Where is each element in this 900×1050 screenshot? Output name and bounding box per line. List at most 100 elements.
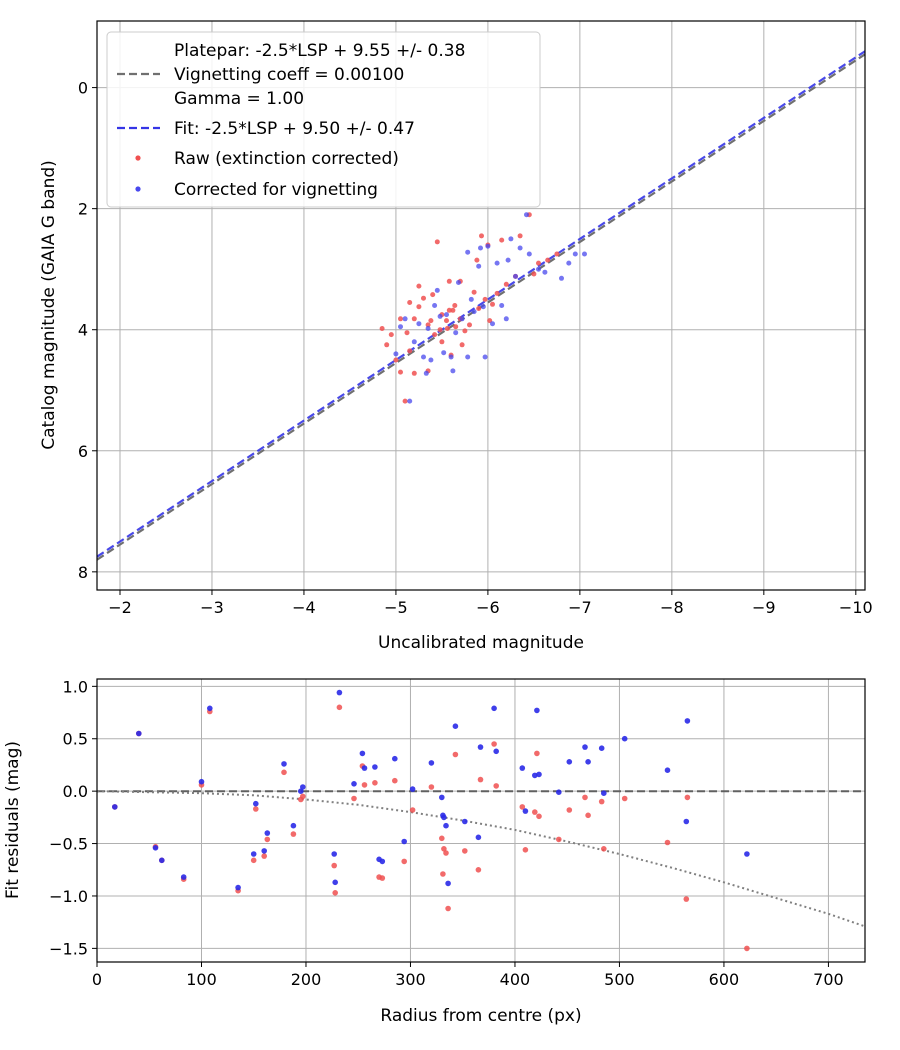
x-tick-label: −7 xyxy=(568,598,592,617)
raw-point xyxy=(439,339,445,345)
corrected-point xyxy=(508,236,514,242)
corrected-point xyxy=(450,368,456,374)
corrected-point xyxy=(505,257,511,263)
raw-residual-point xyxy=(250,857,257,864)
legend-label: Corrected for vignetting xyxy=(174,180,378,200)
legend-label: Platepar: -2.5*LSP + 9.55 +/- 0.38 xyxy=(174,41,465,61)
raw-residual-point xyxy=(452,751,459,758)
corrected-residual-point xyxy=(379,858,386,865)
y-tick-label: 4 xyxy=(78,321,88,340)
raw-residual-point xyxy=(439,835,445,842)
bottom-ylabel: Fit residuals (mag) xyxy=(3,741,23,899)
raw-point xyxy=(416,283,422,289)
raw-point xyxy=(444,318,449,324)
raw-point xyxy=(379,326,385,331)
legend-dot-swatch xyxy=(135,186,141,192)
raw-point xyxy=(428,318,434,324)
raw-residual-point xyxy=(477,776,484,783)
corrected-residual-point xyxy=(522,808,529,814)
raw-residual-point xyxy=(261,853,268,859)
corrected-point xyxy=(526,251,532,257)
x-tick-label: −6 xyxy=(476,598,500,617)
raw-point xyxy=(476,306,482,311)
corrected-residual-point xyxy=(475,834,482,841)
top-ticks: −2 −3 −4 −5 −6 −7 −8 −9 −10 0 2 4 6 8 xyxy=(78,79,873,617)
corrected-point xyxy=(490,321,495,327)
vignetting-fit-line xyxy=(97,50,865,558)
raw-point xyxy=(416,304,422,310)
corrected-residual-point xyxy=(462,818,468,825)
top-xlabel: Uncalibrated magnitude xyxy=(378,633,584,653)
raw-residual-point xyxy=(493,783,500,789)
raw-point xyxy=(471,289,477,295)
raw-point xyxy=(490,301,495,307)
x-tick-label: 400 xyxy=(500,970,531,989)
raw-residual-point xyxy=(331,862,338,869)
legend-label: Fit: -2.5*LSP + 9.50 +/- 0.47 xyxy=(174,119,415,139)
legend-label: Gamma = 1.00 xyxy=(174,89,304,109)
raw-residual-point xyxy=(290,831,297,837)
corrected-point xyxy=(416,321,422,327)
corrected-point xyxy=(542,269,548,275)
x-tick-label: 100 xyxy=(186,970,217,989)
x-tick-label: 700 xyxy=(813,970,844,989)
corrected-residual-point xyxy=(361,765,368,771)
corrected-point xyxy=(459,316,465,322)
raw-residual-point xyxy=(556,836,562,843)
raw-residual-point xyxy=(683,896,690,902)
raw-point xyxy=(446,278,452,284)
raw-residual-point xyxy=(253,806,259,812)
top-ylabel: Catalog magnitude (GAIA G band) xyxy=(39,160,59,450)
top-legend: Platepar: -2.5*LSP + 9.55 +/- 0.38 Vignet… xyxy=(106,31,541,208)
raw-residual-point xyxy=(475,867,482,873)
y-tick-label: −0.5 xyxy=(49,835,88,854)
raw-point xyxy=(393,357,399,363)
legend-dot-swatch xyxy=(135,155,141,161)
corrected-point xyxy=(524,212,529,218)
corrected-residual-point xyxy=(235,884,241,891)
raw-point xyxy=(503,281,509,287)
y-tick-label: 6 xyxy=(78,442,88,461)
corrected-residual-point xyxy=(112,804,118,810)
x-tick-label: 500 xyxy=(604,970,635,989)
raw-residual-point xyxy=(582,794,588,801)
corrected-point xyxy=(453,330,459,336)
raw-point xyxy=(432,332,438,338)
corrected-residual-point xyxy=(519,765,526,771)
corrected-residual-point xyxy=(207,705,213,712)
raw-residual-point xyxy=(441,846,447,852)
bottom-ticks: 0 100 200 300 400 500 600 700 1.0 0.5 0.0 −0.5 −1.0 −… xyxy=(49,677,844,989)
top-series xyxy=(97,50,865,561)
raw-point xyxy=(404,330,410,336)
corrected-residual-point xyxy=(491,705,497,712)
raw-point xyxy=(450,307,456,313)
corrected-residual-point xyxy=(684,718,691,724)
raw-point xyxy=(482,296,488,302)
raw-point xyxy=(411,370,417,376)
raw-residual-point xyxy=(532,809,538,815)
raw-residual-point xyxy=(401,858,408,865)
raw-point xyxy=(474,257,480,263)
raw-point xyxy=(384,342,390,348)
raw-point xyxy=(517,233,523,239)
corrected-residual-point xyxy=(351,781,357,787)
corrected-point xyxy=(471,309,477,315)
corrected-residual-point xyxy=(336,689,343,696)
corrected-residual-point xyxy=(621,735,628,742)
corrected-point xyxy=(411,339,417,345)
raw-residual-point xyxy=(601,846,607,852)
raw-residual-point xyxy=(440,871,446,877)
y-tick-label: −1.5 xyxy=(49,939,88,958)
corrected-point xyxy=(494,260,500,266)
corrected-residual-point xyxy=(401,838,408,845)
corrected-residual-point xyxy=(281,761,287,767)
top-grid xyxy=(97,21,865,590)
corrected-residual-point xyxy=(582,744,588,750)
corrected-point xyxy=(582,251,587,257)
x-tick-label: −10 xyxy=(839,598,873,617)
x-tick-label: 0 xyxy=(92,970,102,989)
series-layer xyxy=(97,50,865,561)
corrected-point xyxy=(559,275,564,281)
corrected-point xyxy=(465,249,471,255)
corrected-point xyxy=(485,243,491,249)
